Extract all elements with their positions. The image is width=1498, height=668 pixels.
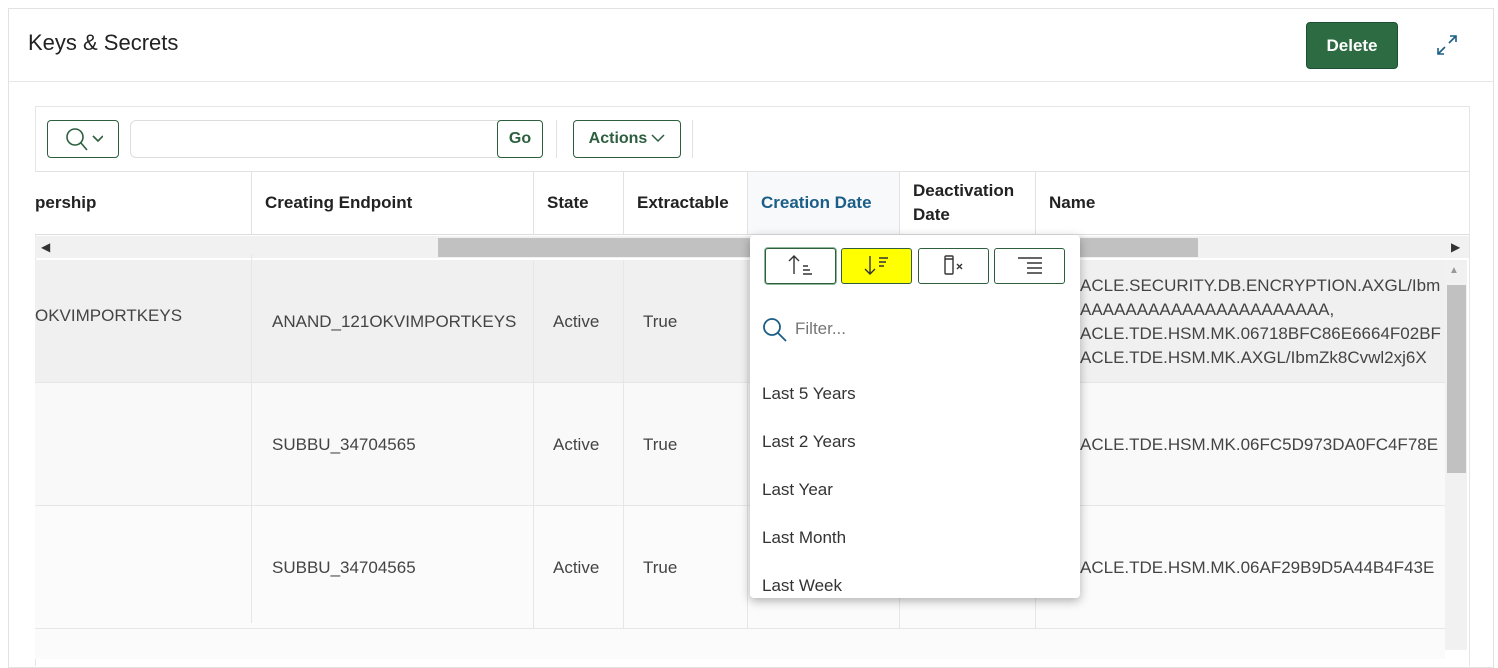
table-row[interactable]	[35, 629, 1445, 659]
name-line: ACLE.TDE.HSM.MK.06AF29B9D5A44B4F43E	[1080, 557, 1435, 577]
search-icon	[761, 316, 789, 349]
chevron-down-icon	[651, 130, 665, 148]
expand-icon[interactable]	[1434, 32, 1460, 58]
search-input[interactable]	[130, 120, 543, 158]
divider	[9, 81, 1493, 82]
divider	[35, 171, 1469, 172]
filter-option[interactable]: Last Month	[762, 528, 847, 547]
table-row[interactable]	[35, 260, 1445, 383]
cell-state: Active	[534, 383, 624, 506]
cell-state: Active	[534, 506, 624, 629]
vertical-scrollbar-thumb[interactable]	[1447, 285, 1466, 473]
cell-name: ACLE.TDE.HSM.MK.06FC5D973DA0FC4F78E	[1036, 383, 1445, 506]
actions-label: Actions	[588, 130, 648, 147]
cell-ownership	[35, 500, 252, 623]
cell-state: Active	[534, 260, 624, 383]
column-header-extractable[interactable]: Extractable	[624, 172, 748, 234]
cell-extractable: True	[624, 260, 748, 383]
page-title: Keys & Secrets	[28, 30, 179, 55]
cell-name: ACLE.SECURITY.DB.ENCRYPTION.AXGL/Ibm AAAA…	[1036, 260, 1445, 383]
filter-option[interactable]: Last Week	[762, 576, 843, 595]
name-line: ACLE.TDE.HSM.MK.06718BFC86E6664F02BF	[1080, 323, 1441, 343]
name-line: ACLE.TDE.HSM.MK.06FC5D973DA0FC4F78E	[1080, 434, 1439, 454]
scroll-up-icon[interactable]: ▲	[1449, 265, 1459, 276]
column-header-name[interactable]: Name	[1036, 172, 1469, 234]
control-break-button[interactable]	[994, 248, 1065, 284]
cell-ownership: OKVIMPORTKEYS	[35, 254, 252, 377]
column-header-creation-date[interactable]: Creation Date	[748, 172, 900, 234]
cell-name: ACLE.TDE.HSM.MK.06AF29B9D5A44B4F43E	[1036, 506, 1445, 629]
column-header-state[interactable]: State	[534, 172, 624, 234]
cell-extractable: True	[624, 506, 748, 629]
name-line: AAAAAAAAAAAAAAAAAAAAAA,	[1080, 299, 1335, 319]
filter-option[interactable]: Last Year	[762, 480, 833, 499]
sort-descending-icon	[862, 254, 892, 279]
search-column-button[interactable]	[47, 120, 119, 158]
column-header-deactivation-date[interactable]: Deactivation Date	[900, 172, 1036, 234]
name-line: ACLE.TDE.HSM.MK.AXGL/IbmZk8Cvwl2xj6X	[1080, 347, 1427, 367]
name-line: ACLE.SECURITY.DB.ENCRYPTION.AXGL/Ibm	[1080, 275, 1441, 295]
go-button[interactable]: Go	[497, 120, 543, 158]
actions-button[interactable]: Actions	[573, 120, 681, 158]
column-header-ownership[interactable]: pership	[35, 172, 252, 234]
scroll-right-icon[interactable]: ▶	[1451, 240, 1461, 254]
hide-column-button[interactable]	[918, 248, 989, 284]
divider	[556, 120, 557, 158]
sort-descending-button[interactable]	[841, 248, 912, 284]
cell-creating-endpoint: ANAND_121OKVIMPORTKEYS	[252, 260, 534, 383]
divider	[35, 234, 1469, 235]
control-break-icon	[1015, 254, 1045, 279]
filter-option[interactable]: Last 2 Years	[762, 432, 856, 451]
cell-extractable: True	[624, 383, 748, 506]
cell-creating-endpoint: SUBBU_34704565	[252, 383, 534, 506]
table-row[interactable]	[35, 383, 1445, 506]
table-row[interactable]	[35, 506, 1445, 629]
delete-button[interactable]: Delete	[1306, 22, 1398, 69]
sort-ascending-icon	[786, 254, 816, 279]
filter-input[interactable]	[795, 314, 1065, 344]
hide-column-icon	[939, 254, 969, 279]
cell-creating-endpoint: SUBBU_34704565	[252, 506, 534, 629]
divider	[692, 120, 693, 158]
filter-option[interactable]: Last 5 Years	[762, 384, 856, 403]
sort-ascending-button[interactable]	[765, 248, 836, 284]
cell-ownership	[35, 377, 252, 500]
scroll-left-icon[interactable]: ◀	[41, 240, 51, 254]
column-header-menu	[750, 235, 1080, 598]
column-header-creating-endpoint[interactable]: Creating Endpoint	[252, 172, 534, 234]
